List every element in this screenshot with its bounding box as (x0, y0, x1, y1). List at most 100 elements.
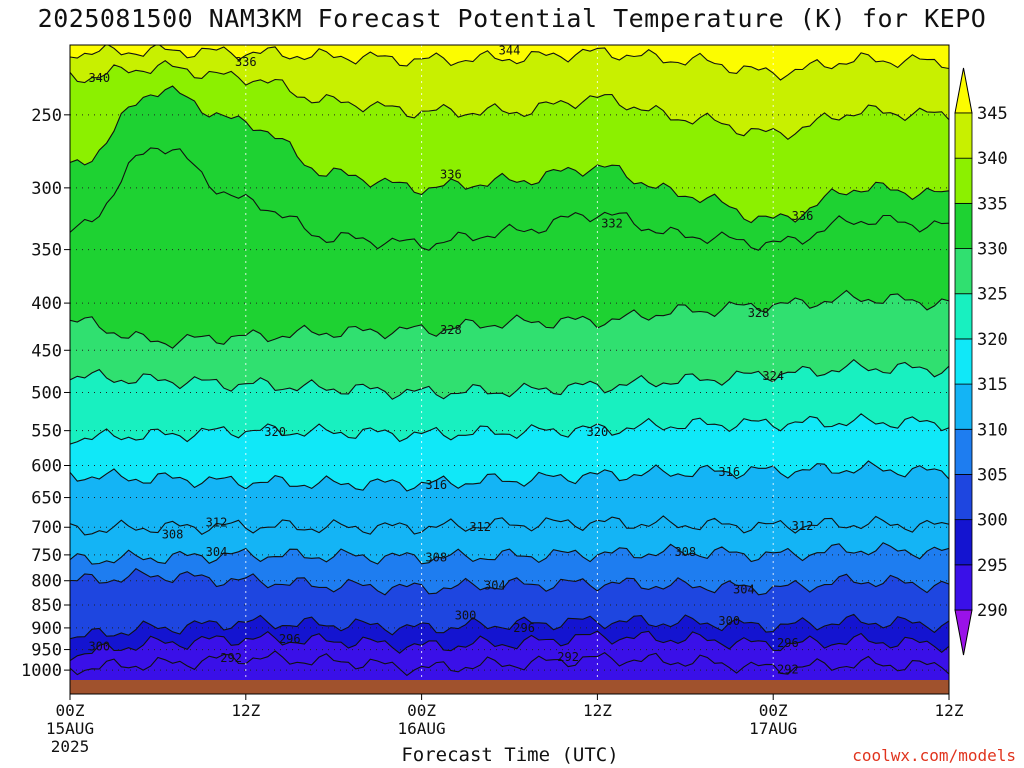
y-tick-label-650: 650 (31, 489, 62, 509)
y-tick-label-450: 450 (31, 341, 62, 361)
isentrope-300 (70, 613, 949, 640)
contour-label-296: 296 (279, 632, 301, 646)
isentrope-328 (70, 289, 949, 349)
contour-label-328: 328 (440, 323, 462, 337)
contour-label-344: 344 (499, 44, 521, 58)
contour-label-308: 308 (425, 551, 447, 565)
colorbar-label-325: 325 (977, 285, 1008, 305)
colorbar-label-315: 315 (977, 375, 1008, 395)
colorbar-label-300: 300 (977, 511, 1008, 531)
colorbar-label-330: 330 (977, 240, 1008, 260)
colorbar-swatch-325 (954, 248, 973, 295)
contour-label-324: 324 (762, 369, 784, 383)
colorbar-swatch-320 (954, 293, 973, 340)
contour-label-316: 316 (425, 478, 447, 492)
colorbar-label-340: 340 (977, 149, 1008, 169)
isentrope-contours (70, 45, 949, 677)
source-credit[interactable]: coolwx.com/models (852, 746, 1016, 765)
contour-label-316: 316 (718, 465, 740, 479)
colorbar-label-295: 295 (977, 556, 1008, 576)
contour-label-300: 300 (455, 609, 477, 623)
grid-lines (70, 45, 949, 680)
isentrope-292 (70, 650, 949, 677)
contour-label-292: 292 (220, 651, 242, 665)
y-tick-label-500: 500 (31, 383, 62, 403)
contour-label-332: 332 (601, 217, 623, 231)
x-tick-label-0-0: 00Z (56, 701, 85, 720)
y-tick-label-400: 400 (31, 294, 62, 314)
contour-label-312: 312 (469, 520, 491, 534)
y-axis: 250 300 350 400 450 500 550 600 650 700 750 800 850 9… (21, 106, 70, 681)
y-tick-label-350: 350 (31, 241, 62, 261)
x-tick-label-36-0: 12Z (583, 701, 612, 720)
potential-temperature-fill (70, 45, 949, 680)
contour-label-304: 304 (733, 583, 755, 597)
isentrope-320 (70, 413, 949, 445)
colorbar-label-290: 290 (977, 601, 1008, 621)
contour-label-296: 296 (777, 636, 799, 650)
y-tick-label-850: 850 (31, 596, 62, 616)
contour-label-292: 292 (557, 650, 579, 664)
colorbar-swatch-330 (954, 202, 973, 249)
contour-label-336: 336 (792, 209, 814, 223)
colorbar-swatch-305 (954, 428, 973, 475)
plot-frame (69, 44, 950, 695)
colorbar-label-335: 335 (977, 194, 1008, 214)
x-tick-label-24-1: 16AUG (398, 719, 446, 738)
contour-label-300: 300 (88, 640, 110, 654)
x-tick-label-0-2: 2025 (51, 737, 90, 756)
colorbar-swatch-300 (954, 474, 973, 521)
contour-label-336: 336 (440, 167, 462, 181)
contour-labels: 340 336 344 336 332 336 328 328 324 320 320 316 316 3… (88, 44, 814, 676)
y-tick-label-300: 300 (31, 179, 62, 199)
isentrope-308 (70, 542, 949, 565)
colorbar-swatch-335 (954, 157, 973, 204)
y-tick-label-550: 550 (31, 422, 62, 442)
contour-label-308: 308 (674, 545, 696, 559)
colorbar: 290 295 300 305 310 315 320 325 330 335 340 345 (954, 67, 1008, 656)
contour-label-320: 320 (264, 425, 286, 439)
y-tick-label-250: 250 (31, 106, 62, 126)
contour-label-304: 304 (484, 579, 506, 593)
colorbar-arrow-high (954, 67, 973, 114)
colorbar-label-305: 305 (977, 465, 1008, 485)
isentrope-324 (70, 358, 949, 400)
isentrope-336 (70, 85, 949, 224)
y-tick-label-950: 950 (31, 641, 62, 661)
x-tick-label-24-0: 00Z (407, 701, 436, 720)
contour-label-304: 304 (206, 545, 228, 559)
y-tick-label-700: 700 (31, 518, 62, 538)
contour-label-292: 292 (777, 662, 799, 676)
x-tick-label-0-1: 15AUG (46, 719, 94, 738)
y-tick-label-750: 750 (31, 546, 62, 566)
colorbar-label-310: 310 (977, 420, 1008, 440)
contour-label-312: 312 (206, 516, 228, 530)
colorbar-arrow-low (954, 609, 973, 656)
isentrope-316 (70, 460, 949, 492)
colorbar-swatch-310 (954, 383, 973, 430)
isentrope-304 (70, 568, 949, 596)
y-tick-label-1000: 1000 (21, 661, 62, 681)
y-tick-label-800: 800 (31, 572, 62, 592)
colorbar-swatch-290 (954, 564, 973, 611)
x-tick-label-12-0: 12Z (231, 701, 260, 720)
contour-label-296: 296 (513, 621, 535, 635)
isentrope-340 (70, 60, 949, 141)
contour-label-328: 328 (748, 306, 770, 320)
contour-label-336: 336 (235, 55, 257, 69)
x-tick-label-48-0: 00Z (759, 701, 788, 720)
colorbar-label-320: 320 (977, 330, 1008, 350)
colorbar-swatch-340 (954, 112, 973, 159)
contour-label-340: 340 (88, 71, 110, 85)
y-tick-label-900: 900 (31, 619, 62, 639)
x-tick-label-60-0: 12Z (935, 701, 964, 720)
y-tick-label-600: 600 (31, 457, 62, 477)
chart-title: 2025081500 NAM3KM Forecast Potential Tem… (37, 4, 987, 33)
terrain-ground (70, 680, 949, 694)
isentrope-344 (70, 45, 949, 81)
contour-label-300: 300 (718, 614, 740, 628)
x-axis-title: Forecast Time (UTC) (401, 744, 619, 766)
isentrope-296 (70, 630, 949, 662)
